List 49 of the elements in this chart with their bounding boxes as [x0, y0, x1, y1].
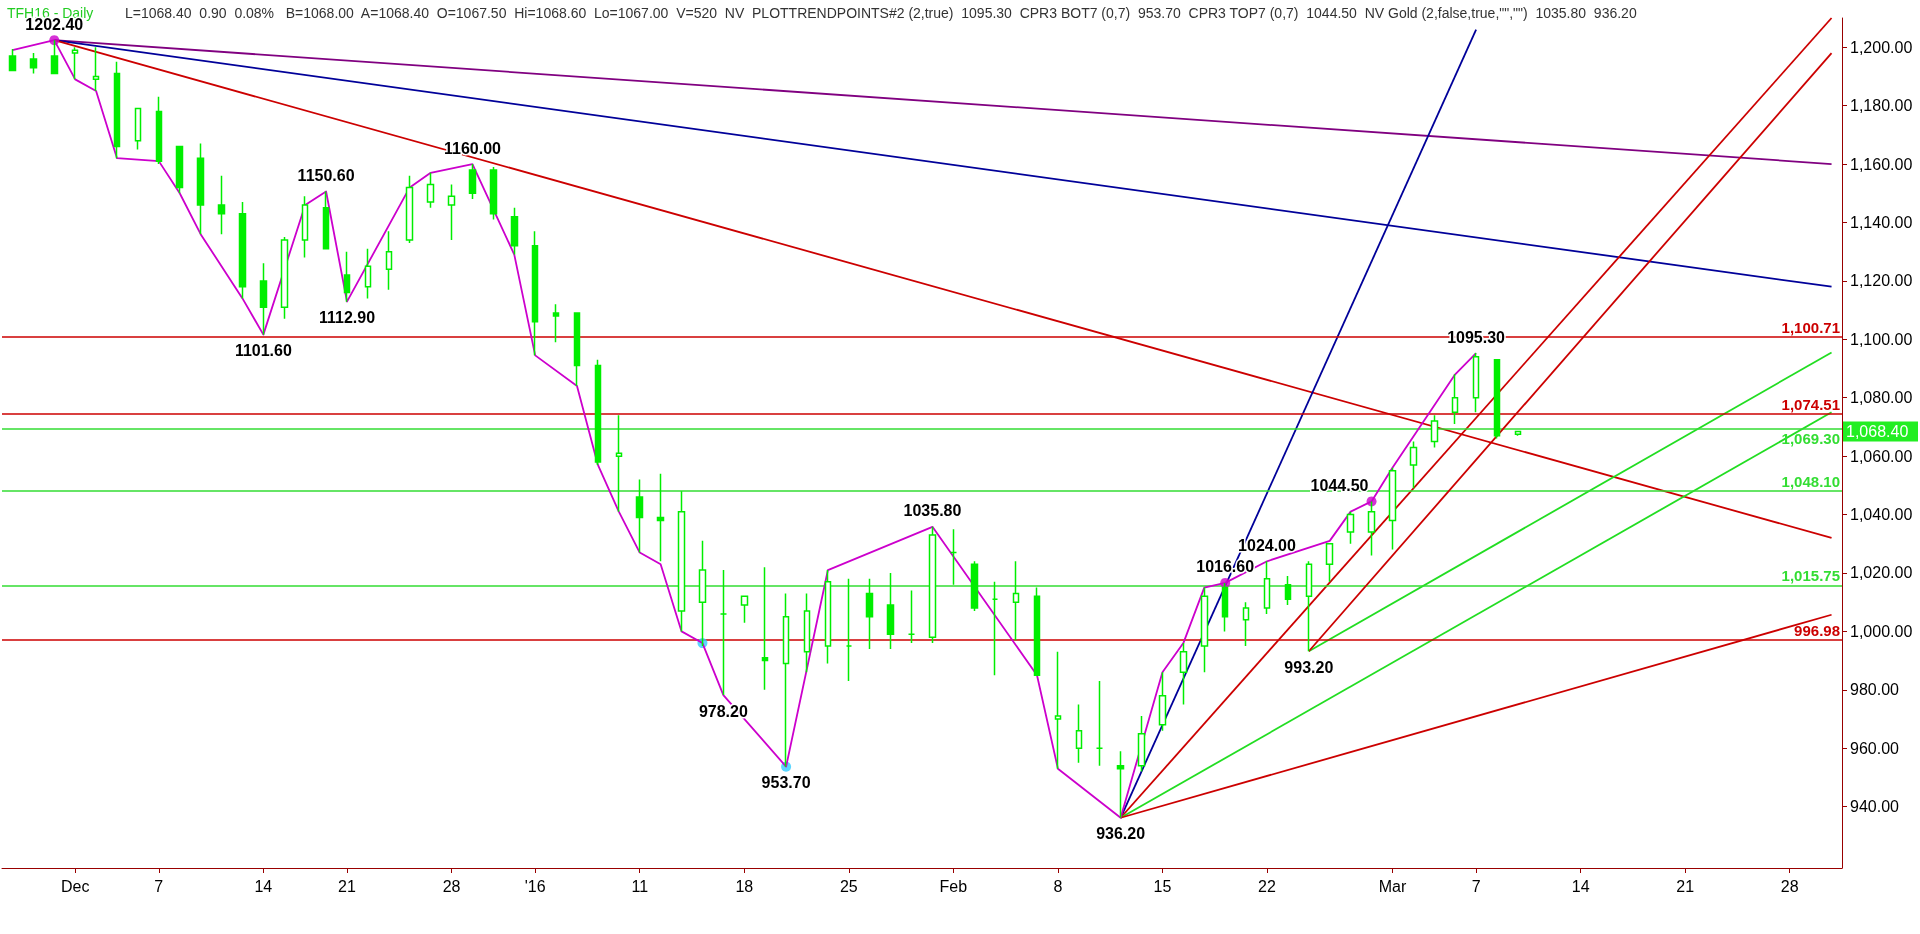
ref-line-label: 1,048.10 — [1781, 472, 1840, 490]
ref-line-label: 996.98 — [1794, 622, 1840, 640]
y-tick-label: 1,160.00 — [1850, 155, 1913, 173]
x-tick-label: 28 — [1780, 877, 1799, 895]
y-tick-label: 1,020.00 — [1850, 564, 1913, 582]
x-tick-label: Mar — [1378, 877, 1407, 895]
ref-line-label: 1,015.75 — [1781, 567, 1840, 585]
y-tick-label: 1,060.00 — [1850, 447, 1913, 465]
data-label: 953.70 — [761, 774, 811, 792]
data-label: 936.20 — [1096, 825, 1146, 843]
ref-line-label: 1,069.30 — [1781, 429, 1840, 447]
x-tick-label: 8 — [1053, 877, 1063, 895]
chart-subtitle: L=1068.40 0.90 0.08% B=1068.00 A=1068.40 O=1067.50 Hi=1068.60 Lo=1067.00 V=520 NV PLOTTRENDPOINTS#2 (2,true) 1095.30 CPR3 BOT7 (0,7) 953.70 CPR3 TOP7 (0,7) 1044.50 NV Gold (2,false,true,"","") 1035.80 936.20 — [125, 5, 1637, 21]
y-tick-label: 1,200.00 — [1850, 38, 1913, 56]
x-tick-label: 21 — [338, 877, 356, 895]
data-label: 1035.80 — [903, 502, 962, 520]
y-tick-label: 1,180.00 — [1850, 97, 1913, 115]
x-tick-label: 22 — [1258, 877, 1276, 895]
x-tick-label: 21 — [1676, 877, 1695, 895]
data-label: 1112.90 — [318, 309, 376, 327]
x-tick-label: 14 — [254, 877, 273, 895]
x-tick-label: Dec — [60, 877, 90, 895]
y-tick-label: 1,040.00 — [1850, 506, 1913, 524]
y-tick-label: 1,080.00 — [1850, 389, 1913, 407]
ref-line-label: 1,074.51 — [1781, 395, 1840, 413]
x-tick-label: 7 — [154, 877, 164, 895]
x-tick-label: '16 — [524, 877, 546, 895]
y-tick-label: 1,120.00 — [1850, 272, 1913, 290]
data-label: 1150.60 — [297, 167, 355, 185]
data-label: 1044.50 — [1310, 476, 1369, 494]
data-label: 1160.00 — [443, 139, 502, 157]
x-tick-label: 11 — [631, 877, 649, 895]
y-tick-label: 1,140.00 — [1850, 213, 1913, 231]
x-tick-label: 7 — [1471, 877, 1481, 895]
data-label: 993.20 — [1284, 658, 1334, 676]
y-tick-label: 940.00 — [1850, 798, 1900, 816]
text: 1,068.40 — [1846, 423, 1909, 441]
x-tick-label: 14 — [1571, 877, 1590, 895]
x-tick-label: 28 — [442, 877, 461, 895]
data-label: 1101.60 — [234, 342, 292, 360]
x-tick-label: 18 — [735, 877, 754, 895]
y-tick-label: 1,000.00 — [1850, 622, 1913, 640]
ref-line-label: 1,100.71 — [1781, 319, 1840, 337]
y-tick-label: 980.00 — [1850, 681, 1900, 699]
x-tick-label: 25 — [839, 877, 858, 895]
y-tick-label: 960.00 — [1850, 739, 1900, 757]
y-tick-label: 1,100.00 — [1850, 330, 1913, 348]
x-tick-label: 15 — [1153, 877, 1172, 895]
x-tick-label: Feb — [939, 877, 968, 895]
